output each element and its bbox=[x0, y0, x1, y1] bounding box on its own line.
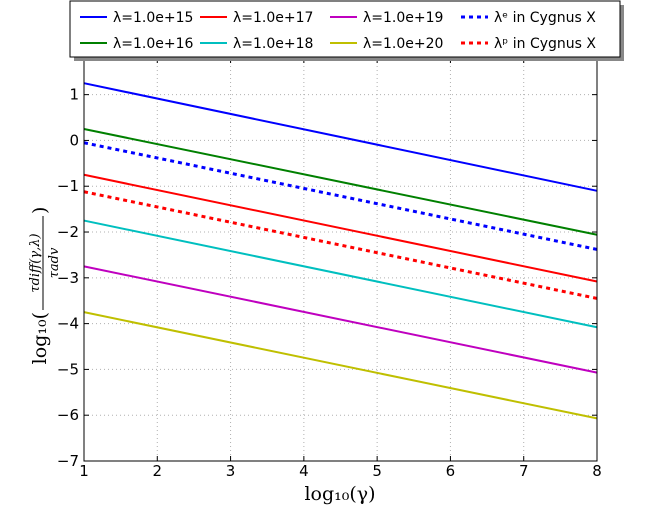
series-line-7 bbox=[83, 141, 598, 251]
series-line-2 bbox=[83, 128, 598, 236]
series-line-3 bbox=[83, 173, 598, 283]
legend-label-4: λ=1.0e+18 bbox=[233, 36, 313, 52]
legend-label-2: λ=1.0e+16 bbox=[113, 36, 194, 52]
x-tick-label: 3 bbox=[226, 462, 236, 480]
legend-items: λ=1.0e+15 λ=1.0e+16 λ=1.0e+17 λ=1.0e+18 λ=1.… bbox=[80, 10, 596, 52]
x-tick-label: 5 bbox=[372, 462, 382, 480]
legend-label-8: λᵖ in Cygnus X bbox=[494, 36, 596, 52]
x-tick-label: 6 bbox=[446, 462, 456, 480]
series-line-4 bbox=[83, 219, 598, 329]
x-tick-label: 4 bbox=[299, 462, 309, 480]
y-tick-label: −1 bbox=[57, 177, 79, 195]
y-tick-label: −5 bbox=[57, 360, 79, 378]
legend-label-5: λ=1.0e+19 bbox=[363, 10, 443, 26]
y-tick-label: 1 bbox=[69, 86, 79, 104]
y-tick-label: −7 bbox=[57, 452, 79, 470]
series-line-5 bbox=[83, 265, 598, 374]
y-axis-label-suffix: ) bbox=[29, 207, 51, 214]
plot-frame bbox=[83, 57, 598, 462]
series-layer bbox=[83, 82, 598, 420]
y-tick-label: 0 bbox=[69, 131, 79, 149]
y-tick-label: −2 bbox=[57, 223, 79, 241]
y-tick-label: −6 bbox=[57, 406, 79, 424]
x-tick-label: 7 bbox=[519, 462, 529, 480]
x-tick-label: 1 bbox=[79, 462, 89, 480]
legend: λ=1.0e+15 λ=1.0e+16 λ=1.0e+17 λ=1.0e+18 λ=1.… bbox=[69, 0, 624, 61]
legend-label-6: λ=1.0e+20 bbox=[363, 36, 443, 52]
x-tick-label: 2 bbox=[153, 462, 163, 480]
y-tick-label: −3 bbox=[57, 269, 79, 287]
grid-layer bbox=[83, 58, 598, 462]
series-line-1 bbox=[83, 82, 598, 192]
series-line-6 bbox=[83, 311, 598, 420]
legend-label-3: λ=1.0e+17 bbox=[233, 10, 313, 26]
y-axis-label-denominator: τadv bbox=[47, 247, 62, 278]
x-tick-label: 8 bbox=[592, 462, 602, 480]
y-axis-label: log₁₀( τdiff(γ,λ) τadv ) bbox=[28, 207, 62, 365]
tick-layer: 1 2 3 4 5 6 7 8 −7 −6 −5 −4 −3 −2 −1 0 1 bbox=[57, 58, 602, 480]
y-axis-label-numerator: τdiff(γ,λ) bbox=[28, 233, 43, 292]
legend-label-7: λᵉ in Cygnus X bbox=[494, 10, 596, 26]
legend-label-1: λ=1.0e+15 bbox=[113, 10, 193, 26]
y-axis-label-prefix: log₁₀( bbox=[29, 312, 51, 364]
legend-box bbox=[69, 0, 621, 58]
y-tick-label: −4 bbox=[57, 315, 79, 333]
x-axis-label: log₁₀(γ) bbox=[304, 483, 375, 505]
